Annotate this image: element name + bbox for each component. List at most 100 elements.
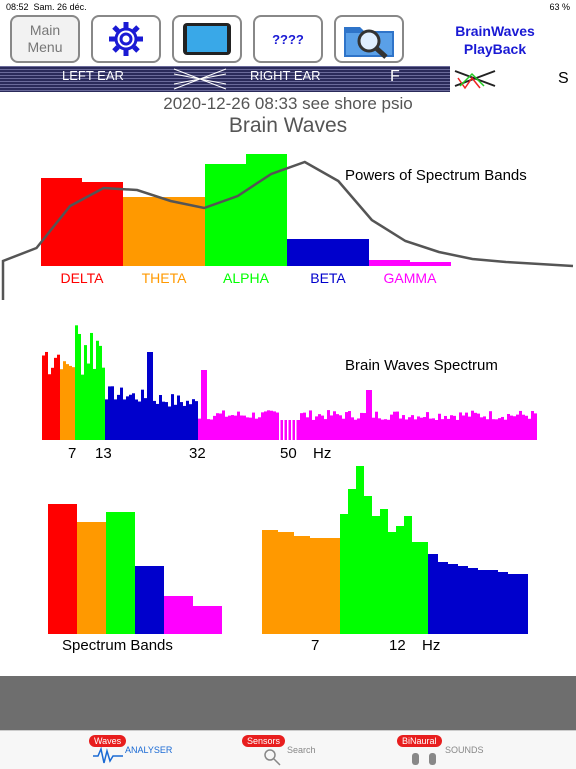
spectrum-bar (192, 399, 195, 440)
spectrum-bar (147, 352, 150, 440)
zoom-bar (518, 574, 528, 634)
spectrum-bar (363, 413, 366, 440)
power-bar-alpha-1 (205, 164, 246, 266)
spectrum-bar (366, 390, 369, 440)
band-label-alpha: ALPHA (223, 270, 270, 286)
spectrum-bar (327, 410, 330, 440)
help-button[interactable]: ???? (253, 15, 323, 63)
open-file-button[interactable] (334, 15, 404, 63)
power-bar-gamma-2 (410, 262, 451, 266)
spectrum-bar (468, 416, 471, 440)
spectrum-bar (513, 416, 516, 440)
spectrum-bar (324, 419, 327, 440)
ear-cross-pattern (173, 68, 227, 90)
spectrum-bar (180, 402, 183, 440)
power-bar-beta-2 (328, 239, 369, 266)
spectrum-bar (483, 416, 486, 440)
spectrum-bar (201, 370, 204, 440)
zoom-bar (278, 532, 294, 634)
zoom-bar (404, 516, 412, 634)
settings-button[interactable] (91, 15, 161, 63)
spectrum-bar (519, 410, 522, 440)
spectrum-bar (141, 389, 144, 440)
display-button[interactable] (172, 15, 242, 63)
tab-search-badge: Sensors (242, 735, 286, 747)
power-bar-theta-2 (164, 197, 205, 266)
tab-analyser-label: ANALYSER (125, 745, 173, 755)
spectrum-bar (510, 415, 513, 440)
ear-waveform (0, 66, 450, 92)
spectrum-bar (210, 419, 213, 440)
folder-search-icon (344, 27, 394, 59)
tab-sounds-badge: BiNaural (397, 735, 442, 747)
playback-bar[interactable] (0, 676, 576, 730)
power-bar-gamma-1 (369, 260, 410, 266)
spectrum-bar (105, 399, 108, 440)
spectrum-bar (444, 415, 447, 440)
page-title: Brain Waves (228, 114, 348, 137)
tab-analyser[interactable]: Waves ANALYSER (85, 731, 195, 769)
spectrum-bar (357, 418, 360, 440)
spectrum-bar (252, 412, 255, 440)
battery-status: 63 % (549, 2, 570, 12)
signal-indicator: S (450, 66, 576, 92)
spectrum-bar (525, 415, 528, 440)
zoom-bar (508, 574, 518, 634)
spectrum-bar (255, 418, 258, 440)
spectrum-bar (495, 419, 498, 440)
waveform-icon (93, 747, 123, 764)
spectrum-bar (471, 410, 474, 440)
spectrum-gap (287, 420, 289, 440)
band-label-beta: BETA (310, 270, 346, 286)
spectrum-bar (123, 399, 126, 440)
spectrum-bar (267, 410, 270, 440)
spectrum-bar (375, 411, 378, 440)
spectrum-bar (360, 412, 363, 440)
spectrum-bar (477, 413, 480, 440)
left-ear-label: LEFT EAR (62, 68, 124, 83)
zoom-unit: Hz (422, 637, 440, 654)
spectrum-bar (57, 354, 60, 440)
spectrum-bar (111, 386, 114, 440)
right-ear-label: RIGHT EAR (250, 68, 321, 83)
spectrum-bar (474, 412, 477, 440)
tab-sounds[interactable]: BiNaural SOUNDS (395, 731, 515, 769)
spectrum-bar (339, 415, 342, 440)
spectrum-bar (447, 418, 450, 440)
spectrum-bar (153, 400, 156, 440)
spectrum-bar (162, 401, 165, 440)
spectrum-bar (183, 405, 186, 440)
zoom-spectrum-chart: 7 12 Hz (262, 466, 528, 654)
spectrum-bar (66, 364, 69, 440)
spectrum-bar (216, 413, 219, 440)
spectrum-bar (99, 345, 102, 440)
spectrum-bar (117, 394, 120, 440)
spectrum-bar (348, 411, 351, 440)
spectrum-bar (144, 398, 147, 440)
power-bar-theta-1 (123, 197, 164, 266)
band-label-theta: THETA (142, 270, 188, 286)
spectrum-bar (225, 416, 228, 440)
spectrum-bar (390, 414, 393, 440)
spectrum-gap (279, 420, 281, 440)
spectrum-bar (465, 412, 468, 440)
main-menu-button[interactable]: Main Menu (10, 15, 80, 63)
gear-icon (109, 22, 143, 56)
spectrum-bar (213, 415, 216, 440)
spectrum-bar (507, 413, 510, 440)
spectrum-gap (295, 420, 297, 440)
app-title-line-1: BrainWaves (455, 23, 535, 39)
spectrum-bar (333, 411, 336, 440)
zoom-bar (420, 542, 428, 634)
spectrum-bar (231, 415, 234, 440)
power-bar-alpha-2 (246, 154, 287, 266)
spectrum-bar (504, 419, 507, 440)
spectrum-bar (84, 345, 87, 440)
headphones-icon (412, 753, 436, 765)
tab-search[interactable]: Sensors Search (240, 731, 350, 769)
spectrum-bar (489, 411, 492, 440)
spectrum-bar (78, 333, 81, 440)
tab-sounds-label: SOUNDS (445, 745, 484, 755)
spectrum-bar (369, 390, 372, 440)
spectrum-bar (240, 415, 243, 440)
